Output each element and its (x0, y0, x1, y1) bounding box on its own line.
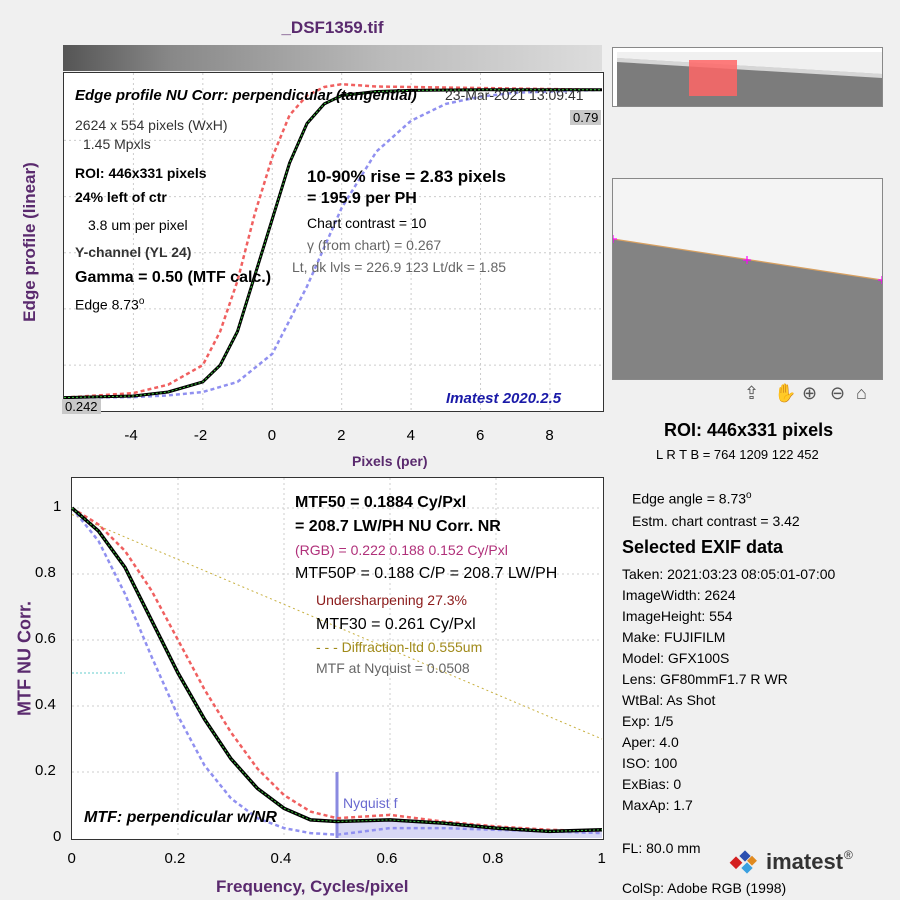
mtf50p-value: MTF50P = 0.188 C/P = 208.7 LW/PH (295, 565, 558, 582)
exif-row: MaxAp: 1.7 (622, 797, 693, 813)
y-tick-label: 0 (53, 828, 62, 845)
pan-hand-icon[interactable]: ✋ (774, 383, 797, 403)
exif-row: Lens: GF80mmF1.7 R WR (622, 671, 788, 687)
diffraction-limit: - - - Diffraction-ltd 0.555um (316, 639, 483, 655)
exif-row: Make: FUJIFILM (622, 629, 726, 645)
edge-angle-label: Edge 8.73o (75, 296, 144, 313)
exif-row: ImageHeight: 554 (622, 608, 733, 624)
edge-profile-title: Edge profile NU Corr: perpendicular (tan… (75, 87, 417, 104)
x-tick-label: -2 (193, 427, 208, 444)
exif-title: Selected EXIF data (622, 537, 784, 557)
x-tick-label: 0.6 (376, 850, 398, 867)
edge-angle-degree: o (746, 490, 752, 501)
x-tick-label: 0 (267, 427, 277, 444)
x-tick-label: 0.4 (270, 850, 292, 867)
exif-row: WtBal: As Shot (622, 692, 716, 708)
x-tick-label: 8 (545, 427, 554, 444)
x-tick-label: 0.8 (482, 850, 504, 867)
rise-info: 10-90% rise = 2.83 pixels (307, 167, 506, 186)
export-icon[interactable]: ⇪ (744, 383, 760, 403)
exif-color-space: ColSp: Adobe RGB (1998) (622, 880, 787, 896)
per-ph-info: = 195.9 per PH (307, 190, 417, 207)
um-per-pixel: 3.8 um per pixel (88, 217, 188, 233)
x-tick-label: 4 (406, 427, 415, 444)
mtf-series-red (71, 506, 603, 833)
imatest-version: Imatest 2020.2.5 (446, 390, 562, 407)
roi-thumbnail (612, 47, 883, 107)
mtf50-rgb: (RGB) = 0.222 0.188 0.152 Cy/Pxl (295, 542, 508, 558)
x-tick-label: 0.2 (164, 850, 186, 867)
y-tick-label: 1 (53, 498, 62, 515)
imatest-logo-icon (729, 850, 757, 874)
edge-angle-info: Edge angle = 8.73o (632, 490, 752, 507)
file-title: _DSF1359.tif (281, 18, 384, 37)
y-tick-label: 0.8 (35, 564, 56, 581)
y-tick-label: 0.2 (35, 762, 56, 779)
edge-profile-plot (63, 72, 604, 412)
edge-profile-y-label: Edge profile (linear) (20, 162, 39, 322)
channel-info: Y-channel (YL 24) (75, 244, 192, 260)
exif-row: Taken: 2021:03:23 08:05:01-07:00 (622, 566, 836, 582)
exif-row: ISO: 100 (622, 755, 678, 771)
zoom-out-icon[interactable]: ⊖ (830, 383, 846, 403)
left-of-ctr: 24% left of ctr (75, 189, 167, 205)
imatest-logo: imatest ® (729, 848, 862, 878)
x-tick-label: 6 (476, 427, 485, 444)
mtf50-lwph: = 208.7 LW/PH NU Corr. NR (295, 518, 501, 535)
edge-series-green (63, 89, 602, 399)
edge-series-red (63, 82, 603, 399)
edge-angle-text: Edge 8.73 (75, 296, 139, 313)
edge-profile-header-bar (63, 45, 602, 71)
mtf50-value: MTF50 = 0.1884 Cy/Pxl (295, 494, 467, 511)
image-dims: 2624 x 554 pixels (WxH) (75, 117, 228, 133)
gamma-info: Gamma = 0.50 (MTF calc.) (75, 269, 272, 286)
mtf-x-label: Frequency, Cycles/pixel (216, 877, 409, 896)
y-tick-label: 0.4 (35, 696, 56, 713)
light-dark-levels: Lt, dk lvls = 226.9 123 Lt/dk = 1.85 (292, 259, 507, 275)
estimated-chart-contrast: Estm. chart contrast = 3.42 (632, 513, 800, 529)
mtf-series-green (71, 507, 603, 832)
nyquist-area (337, 819, 602, 838)
imatest-logo-text: imatest (766, 849, 844, 874)
mtf-caption: MTF: perpendicular w/NR (84, 809, 277, 826)
edge-profile-timestamp: 23-Mar-2021 13:09:41 (445, 87, 584, 103)
exif-row: Model: GFX100S (622, 650, 730, 666)
zoom-in-icon[interactable]: ⊕ (802, 383, 818, 403)
home-icon[interactable]: ⌂ (856, 383, 867, 403)
roi-info: ROI: 446x331 pixels (75, 165, 207, 181)
roi-lrtb: L R T B = 764 1209 122 452 (656, 447, 819, 462)
mtf-y-label: MTF NU Corr. (14, 601, 35, 716)
nyquist-label: Nyquist f (343, 795, 398, 811)
undersharpening: Undersharpening 27.3% (316, 592, 467, 608)
min-level-badge: 0.242 (62, 399, 101, 414)
roi-title: ROI: 446x331 pixels (664, 420, 834, 440)
mtf-chart (70, 478, 603, 838)
exif-row: ImageWidth: 2624 (622, 587, 736, 603)
edge-profile-x-label: Pixels (per) (352, 453, 428, 469)
mtf30-value: MTF30 = 0.261 Cy/Pxl (316, 616, 476, 633)
edge-angle-value: Edge angle = 8.73 (632, 490, 747, 507)
x-tick-label: -4 (124, 427, 138, 444)
x-tick-label: 1 (597, 850, 606, 867)
degree-mark: o (138, 296, 145, 307)
imatest-logo-mark: ® (844, 848, 853, 862)
x-tick-label: 2 (337, 427, 346, 444)
max-level-badge: 0.79 (570, 110, 602, 125)
gamma-from-chart: γ (from chart) = 0.267 (307, 237, 442, 253)
exif-row: Aper: 4.0 (622, 734, 679, 750)
chart-contrast: Chart contrast = 10 (307, 215, 427, 231)
exif-row: Exp: 1/5 (622, 713, 674, 729)
exif-focal-length: FL: 80.0 mm (622, 840, 701, 856)
x-tick-label: 0 (67, 850, 76, 867)
image-mpxls: 1.45 Mpxls (83, 136, 151, 152)
mtf-series-diffraction (71, 514, 603, 740)
mtf-at-nyquist: MTF at Nyquist = 0.0508 (316, 660, 470, 676)
edge-series-blue (63, 88, 603, 399)
edge-profile-chart (63, 73, 603, 410)
y-tick-label: 0.6 (35, 630, 56, 647)
roi-zoom-image (612, 178, 883, 380)
exif-row: ExBias: 0 (622, 776, 682, 792)
mtf-series-blue (71, 507, 603, 836)
